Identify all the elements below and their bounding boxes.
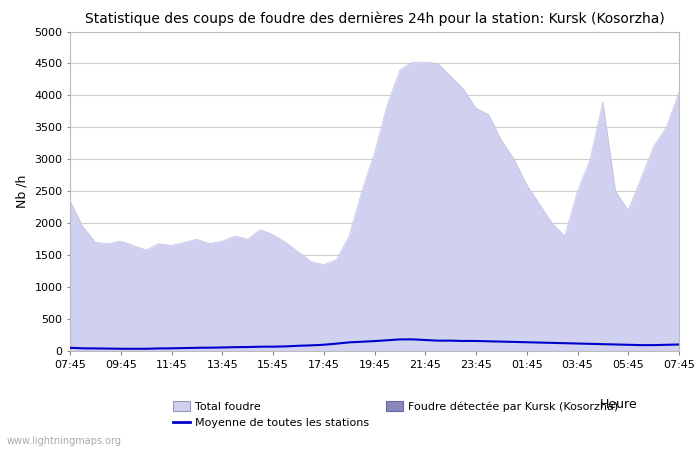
Title: Statistique des coups de foudre des dernières 24h pour la station: Kursk (Kosorz: Statistique des coups de foudre des dern… — [85, 12, 664, 26]
Legend: Total foudre, Moyenne de toutes les stations, Foudre détectée par Kursk (Kosorzh: Total foudre, Moyenne de toutes les stat… — [173, 401, 619, 428]
Text: Heure: Heure — [599, 398, 637, 411]
Text: www.lightningmaps.org: www.lightningmaps.org — [7, 436, 122, 446]
Y-axis label: Nb /h: Nb /h — [15, 175, 29, 208]
